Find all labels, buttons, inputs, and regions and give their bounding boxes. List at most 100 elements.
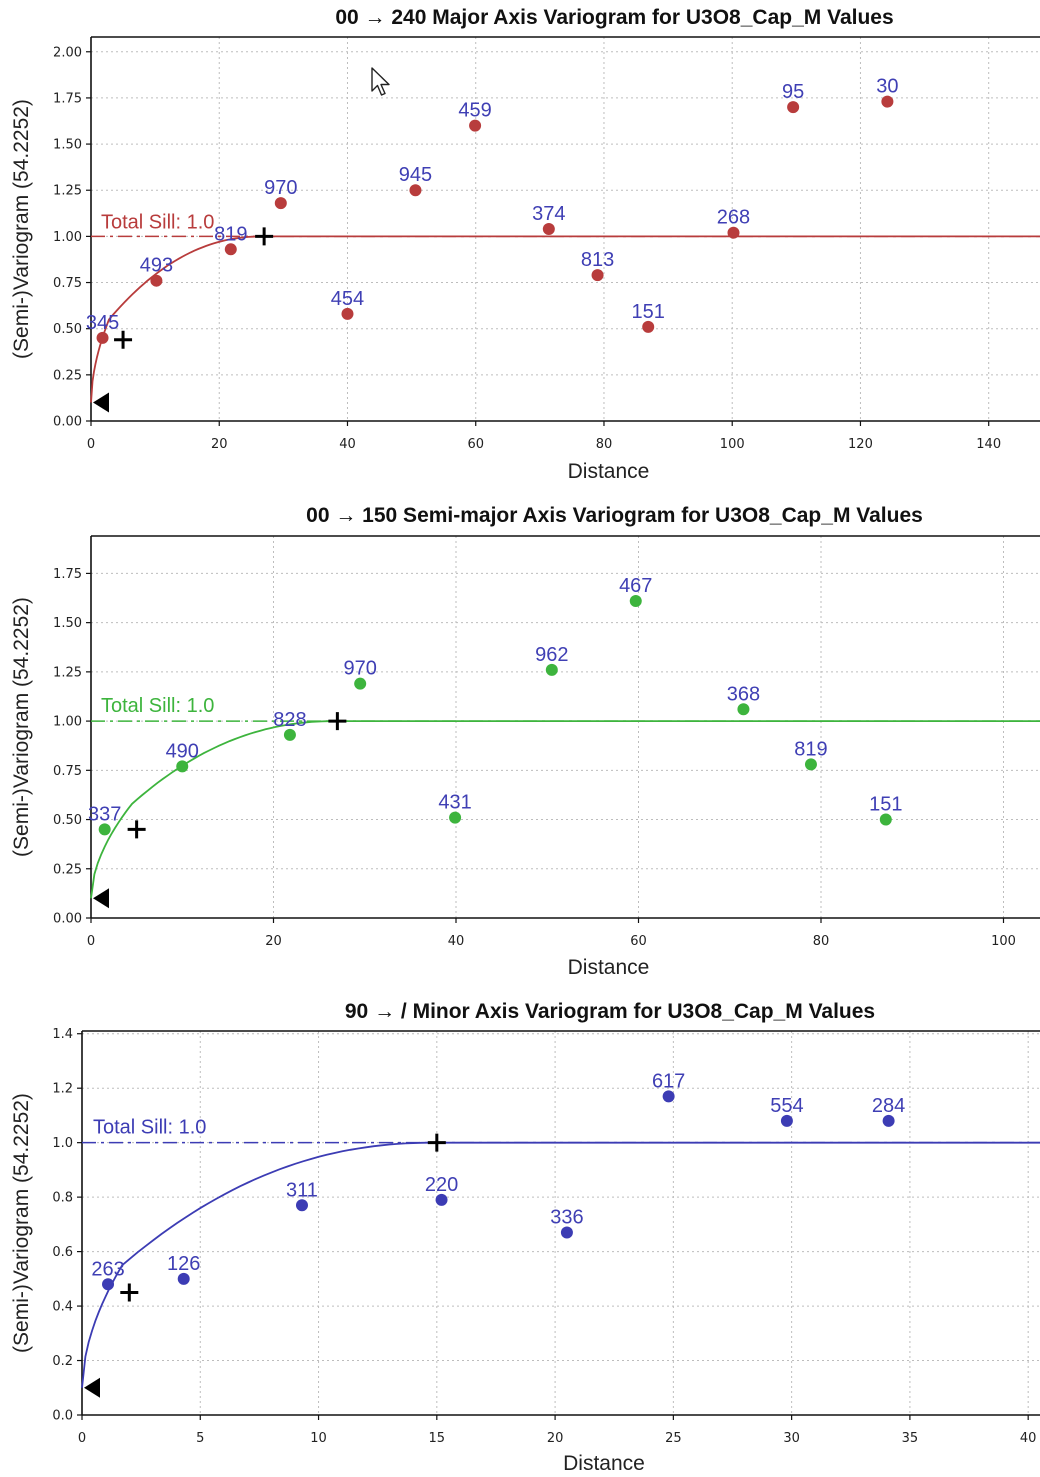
point-pair-label: 268 (717, 207, 750, 229)
point-pair-label: 813 (581, 249, 614, 271)
variogram-point (737, 703, 750, 716)
chart-title: 00 → 240 Major Axis Variogram for U3O8_C… (335, 6, 893, 29)
y-tick-label: 0.25 (53, 862, 82, 877)
variogram-point (435, 1193, 448, 1206)
x-tick-label: 40 (448, 934, 465, 949)
y-tick-label: 1.25 (53, 665, 82, 680)
variogram-point (354, 677, 367, 690)
y-tick-label: 0.25 (53, 368, 82, 383)
x-tick-label: 80 (813, 934, 830, 949)
point-pair-label: 970 (264, 177, 297, 199)
x-tick-label: 20 (547, 1431, 564, 1446)
point-pair-label: 374 (532, 203, 565, 225)
point-pair-label: 970 (344, 658, 377, 680)
point-pair-label: 345 (86, 312, 119, 334)
y-tick-label: 1.00 (53, 715, 82, 730)
point-pair-label: 126 (167, 1253, 200, 1275)
range-cross-marker (328, 712, 347, 731)
y-tick-label: 1.75 (53, 91, 82, 106)
y-tick-label: 0.8 (52, 1191, 73, 1206)
variogram-model-curve (81, 1141, 1040, 1388)
variogram-point (176, 760, 189, 773)
point-pair-label: 284 (872, 1095, 905, 1117)
variogram-chart-minor: 0 5 10 15 20 25 30 35 40 0.0 0.2 0.4 0.6 0.8 1.0 1.2 1.4… (10, 1000, 1040, 1475)
x-tick-label: 35 (902, 1431, 919, 1446)
sill-label: Total Sill: 1.0 (93, 1117, 206, 1139)
variogram-chart-semi-major: 0 20 40 60 80 100 0.00 0.25 0.50 0.75 1.00 1.25 1.50… (10, 504, 1040, 979)
variogram-model-curve (90, 235, 1040, 403)
variogram-point (662, 1090, 675, 1103)
range-cross-marker (120, 1283, 139, 1302)
variogram-point (283, 728, 296, 741)
y-tick-label: 1.50 (53, 138, 82, 153)
variogram-point (787, 101, 800, 114)
point-pair-label: 263 (91, 1258, 124, 1280)
variogram-point (642, 320, 655, 333)
variogram-point (224, 243, 237, 256)
sill-label: Total Sill: 1.0 (101, 695, 214, 717)
point-pair-label: 368 (727, 683, 760, 705)
grid (82, 1031, 1040, 1415)
point-pair-label: 467 (619, 575, 652, 597)
x-tick-label: 80 (596, 437, 613, 452)
point-pair-label: 454 (331, 288, 364, 310)
point-pair-label: 554 (770, 1095, 803, 1117)
variogram-model-curve (90, 720, 1040, 899)
y-tick-label: 1.25 (53, 184, 82, 199)
x-tick-label: 60 (630, 934, 647, 949)
point-pair-label: 431 (438, 792, 471, 814)
x-tick-label: 0 (87, 437, 95, 452)
x-tick-label: 0 (78, 1431, 86, 1446)
point-pair-label: 962 (535, 644, 568, 666)
point-pair-label: 311 (286, 1179, 318, 1201)
variogram-point (545, 663, 558, 676)
point-pair-label: 490 (166, 740, 199, 762)
point-pair-label: 337 (88, 803, 121, 825)
variogram-point (98, 823, 111, 836)
x-tick-label: 40 (339, 437, 356, 452)
y-tick-label: 1.00 (53, 230, 82, 245)
y-tick-label: 1.2 (52, 1082, 73, 1097)
variogram-point (449, 811, 462, 824)
x-tick-label: 100 (720, 437, 745, 452)
point-pair-label: 30 (876, 76, 898, 98)
variogram-point (591, 269, 604, 282)
variogram-point (102, 1278, 115, 1291)
x-tick-label: 140 (976, 437, 1001, 452)
x-tick-label: 20 (265, 934, 282, 949)
variogram-chart-major: 0 20 40 60 80 100 120 140 0.00 0.25 0.50 0.75 1.00 1.… (10, 6, 1040, 483)
x-tick-label: 100 (991, 934, 1016, 949)
x-tick-label: 0 (87, 934, 95, 949)
y-tick-label: 1.0 (52, 1136, 73, 1151)
point-pair-label: 220 (425, 1174, 458, 1196)
variogram-point (780, 1114, 793, 1127)
y-tick-label: 1.75 (53, 567, 82, 582)
x-axis-label: Distance (568, 956, 650, 979)
point-pair-label: 459 (458, 100, 491, 122)
point-pair-label: 151 (632, 301, 665, 323)
variogram-point (882, 1114, 895, 1127)
range-cross-marker (427, 1133, 446, 1152)
variogram-point (341, 307, 354, 320)
point-pair-label: 819 (214, 223, 247, 245)
y-tick-label: 1.4 (52, 1027, 73, 1042)
x-tick-label: 5 (196, 1431, 204, 1446)
variogram-point (96, 331, 109, 344)
variogram-panel-minor: 0 5 10 15 20 25 30 35 40 0.0 0.2 0.4 0.6 0.8 1.0 1.2 1.4… (0, 984, 1040, 1477)
sill-label: Total Sill: 1.0 (101, 211, 214, 233)
y-tick-label: 0.00 (53, 912, 82, 927)
y-tick-label: 0.4 (52, 1300, 73, 1315)
x-tick-label: 10 (310, 1431, 327, 1446)
y-tick-label: 1.50 (53, 616, 82, 631)
point-pair-label: 945 (399, 164, 432, 186)
variogram-point (469, 119, 482, 132)
variogram-point (629, 594, 642, 607)
point-pair-label: 151 (869, 794, 902, 816)
nugget-marker (93, 392, 109, 413)
x-tick-label: 40 (1020, 1431, 1037, 1446)
point-pair-label: 617 (652, 1070, 685, 1092)
y-axis-label: (Semi-)Variogram (54.2252) (10, 1093, 33, 1353)
nugget-marker (84, 1377, 100, 1398)
mouse-cursor-icon (371, 67, 390, 96)
variogram-point (295, 1199, 308, 1212)
